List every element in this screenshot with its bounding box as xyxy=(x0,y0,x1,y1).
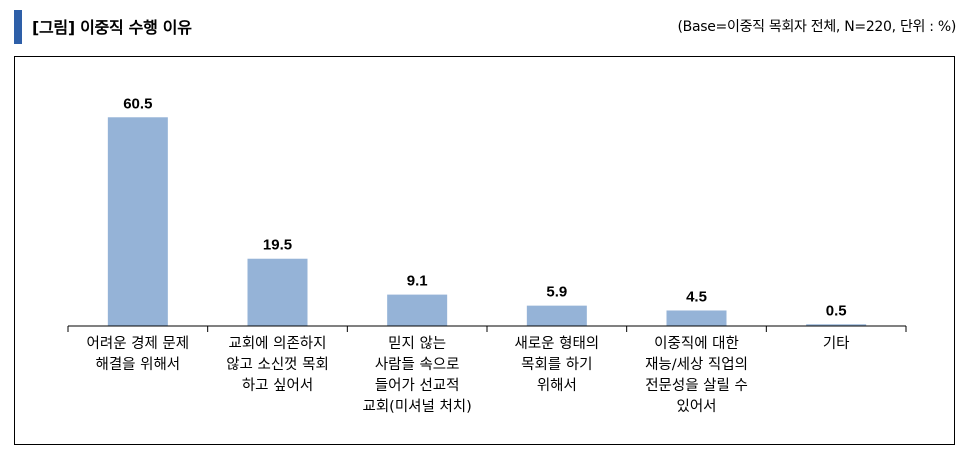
category-label: 들어가 선교적 xyxy=(375,377,460,394)
chart-frame xyxy=(14,56,955,445)
bar-value-label: 9.1 xyxy=(407,273,428,290)
figure-title: [그림] 이중직 수행 이유 xyxy=(32,18,192,37)
bar xyxy=(526,305,587,326)
category-label: 전문성을 살릴 수 xyxy=(645,377,748,394)
category-label: 재능/세상 직업의 xyxy=(645,356,748,373)
category-label: 사람들 속으로 xyxy=(375,356,460,373)
category-label: 교회에 의존하지 xyxy=(229,335,327,352)
category-label: 새로운 형태의 xyxy=(515,335,600,352)
category-label: 기타 xyxy=(823,335,850,352)
category-label: 해결을 위해서 xyxy=(96,356,181,373)
bar xyxy=(806,324,867,326)
bar-value-label: 5.9 xyxy=(546,284,567,301)
category-label: 있어서 xyxy=(676,398,716,415)
category-label: 위해서 xyxy=(537,377,577,394)
bar-value-label: 0.5 xyxy=(826,302,847,319)
bar xyxy=(107,117,168,327)
bar xyxy=(666,310,727,326)
category-label: 목회를 하기 xyxy=(521,356,592,373)
title-accent-bar xyxy=(14,10,22,44)
category-label: 어려운 경제 문제 xyxy=(87,335,190,352)
bar xyxy=(387,294,448,326)
bar-value-label: 60.5 xyxy=(123,95,152,112)
category-label: 교회(미셔널 처치) xyxy=(363,398,472,415)
category-label: 믿지 않는 xyxy=(388,335,446,352)
category-label: 이중직에 대한 xyxy=(654,335,739,352)
bar xyxy=(247,258,308,326)
category-label: 하고 싶어서 xyxy=(242,377,313,394)
base-note: (Base=이중직 목회자 전체, N=220, 단위 : %) xyxy=(677,19,957,35)
bar-value-label: 19.5 xyxy=(263,237,292,254)
bar-value-label: 4.5 xyxy=(686,288,707,305)
category-label: 않고 소신껏 목회 xyxy=(226,356,329,373)
